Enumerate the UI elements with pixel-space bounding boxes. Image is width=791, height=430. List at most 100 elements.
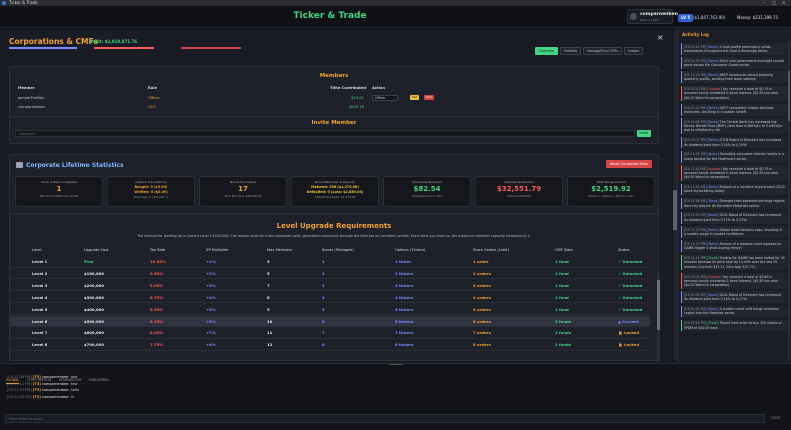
stat-value: $82.54 [413,185,441,193]
activity-time: [03:11:55 PM] [684,152,707,157]
member-name: pennieTheDev [18,96,45,100]
table-row: Level 1 Free 10.00% +1% 3 1 1 ticker 1 order 1 f… [10,256,650,268]
activity-time: [03:11:23 PM] [684,227,707,232]
role-select[interactable]: Officer [372,95,398,101]
chat-panel: GLOBAL CORPORATION BOARDROOM INDUSTRIES [03… [0,363,791,430]
table-scrollbar[interactable] [657,274,660,362]
activity-time: [03:11:49 PM] [684,166,707,171]
invite-username-input[interactable]: Username [15,130,635,137]
resize-handle[interactable] [390,364,402,365]
activity-text: Dwindling consumer interest results in a… [684,152,785,161]
cell-xp: +7% [206,330,216,336]
members-title: Members [319,73,349,79]
vault-balance: Vault: $2,019,871.76 [90,39,138,44]
activity-item: [03:11:05 PM] [Income] You received a to… [681,273,787,289]
cell-members: 10 [267,318,273,324]
stat-sub: Total Principal: $26,000.00 [224,194,262,198]
kick-button[interactable]: Kick [424,95,435,100]
cell-cost: $400,000 [84,306,104,312]
maximize-icon[interactable]: □ [772,0,776,5]
cell-xp: +2% [206,270,216,276]
activity-tag: [News] [707,227,719,232]
chart-icon [16,162,23,168]
close-icon[interactable]: × [657,33,664,42]
activity-item: [03:10:52 PM] [News] A sudden trend shif… [681,305,787,318]
stat-value: Matured: 256 ($1,270.08) Defaulted: 0 (L… [306,185,364,194]
chat-text: test [70,381,78,386]
cell-orders: 4 orders [473,294,491,300]
user-subtitle: level 3 / CEO [640,18,660,22]
invite-panel: Invite Member Username Invite [9,116,659,144]
member-tithe: $634.76 [349,105,364,109]
close-window-icon[interactable]: × [782,0,786,5]
cell-level: Level 1 [32,259,48,264]
minimize-icon[interactable]: – [763,0,765,5]
activity-time: [03:11:05 PM] [684,274,707,279]
cell-status: ✓ Unlocked [618,294,643,300]
chat-tab-corporation[interactable]: CORPORATION [27,378,52,382]
set-role-button[interactable]: Set [410,95,419,100]
cell-orders: 3 orders [473,282,491,288]
activity-tag: [News] [707,138,719,143]
activity-time: [03:12:20 PM] [684,87,707,92]
cell-xp: +6% [206,318,216,324]
tab-portfolio[interactable]: Portfolio [560,47,582,55]
activity-time: [03:10:52 PM] [684,307,707,312]
tab-ledger[interactable]: Ledger [624,47,644,55]
cell-xp: +1% [206,259,216,264]
cell-tax: 7.75% [150,342,164,348]
activity-tag: [Trade] [707,321,719,326]
activity-item: [03:11:42 PM] [News] Rumors of a lucrati… [681,183,787,196]
net-worth: ($1,807,763.90) [693,15,726,20]
chat-message: [03:12:08 PM] [T5] comparnenben: test [7,375,77,379]
chat-message: [03:12:30 PM] [T5] comparnenben: hi [7,395,74,399]
chat-name: comparnenben: [41,388,70,392]
cell-members: 7 [267,282,270,288]
col-header: Status [618,248,630,252]
col-header: Upgrade Cost [84,248,109,252]
activity-text: You received a total of $0.80 in persona… [684,274,779,288]
cell-tax: 8.00% [150,330,164,336]
chat-tab-global[interactable]: GLOBAL [6,378,20,384]
cell-orders: 6 orders [473,318,491,324]
tab-overview[interactable]: Overview [535,47,559,55]
stat-value: $32,551.79 [496,185,542,193]
cell-bonds: 2 [322,270,325,276]
col-header: Bonds (Packages) [322,248,354,252]
activity-text: Strict new government oversight causes p… [684,58,785,67]
chat-badge: [T5] [32,375,41,379]
activity-text: You received a total of $0.70 in persona… [684,166,779,180]
activity-time: [03:12:14 PM] [684,105,707,110]
cell-cmf: 1 fund [555,270,569,276]
chat-tab-boardroom[interactable]: BOARDROOM [59,378,82,382]
activity-time: [03:11:36 PM] [684,199,707,204]
activity-item: [03:11:11 PM] [Trade] Trading for GAMB h… [681,254,787,271]
stat-sub: Total Contributed [506,194,532,198]
reset-stats-button[interactable]: Reset Corporate Stats [606,160,652,168]
corporation-panel: Corporations & CMFs Vault: $2,019,871.76… [0,29,672,362]
activity-tag: [News] [707,72,719,77]
col-header: XP Multiplier [206,248,229,252]
activity-text: Rumors of a lucrative buyout send COLD s… [684,185,785,194]
chat-badge: [T5] [32,388,41,392]
cell-cost: $100,000 [84,270,104,276]
send-button[interactable]: SEND [771,416,781,420]
stat-value: 1 [56,185,62,193]
col-header: Tax Rate [150,248,166,252]
activity-scrollbar[interactable] [788,41,790,361]
main-scrollbar[interactable] [673,30,677,360]
activity-tag: [News] [707,213,719,218]
cell-level: Level 4 [32,294,48,300]
cell-xp: +8% [206,342,216,348]
cell-members: 5 [267,270,270,276]
tab-manage-cmfs[interactable]: Manage/Fund CMFs [583,47,623,55]
chat-tab-industries[interactable]: INDUSTRIES [89,378,110,382]
table-row: Level 7 $600,000 8.00% +7% 11 7 7 tickers 7 ord… [10,327,650,339]
invite-button[interactable]: Invite [637,130,651,137]
activity-text: Global trade tensions ease, resulting in… [684,227,783,236]
activity-item: [03:12:14 PM] [News] QBYT completely mis… [681,104,787,116]
activity-time: [03:12:08 PM] [684,119,707,124]
window-title: Ticker & Trade [9,0,38,5]
chat-input[interactable]: Press Enter to send... [5,414,765,423]
user-profile[interactable]: comparnenben level 3 / CEO [627,9,678,24]
